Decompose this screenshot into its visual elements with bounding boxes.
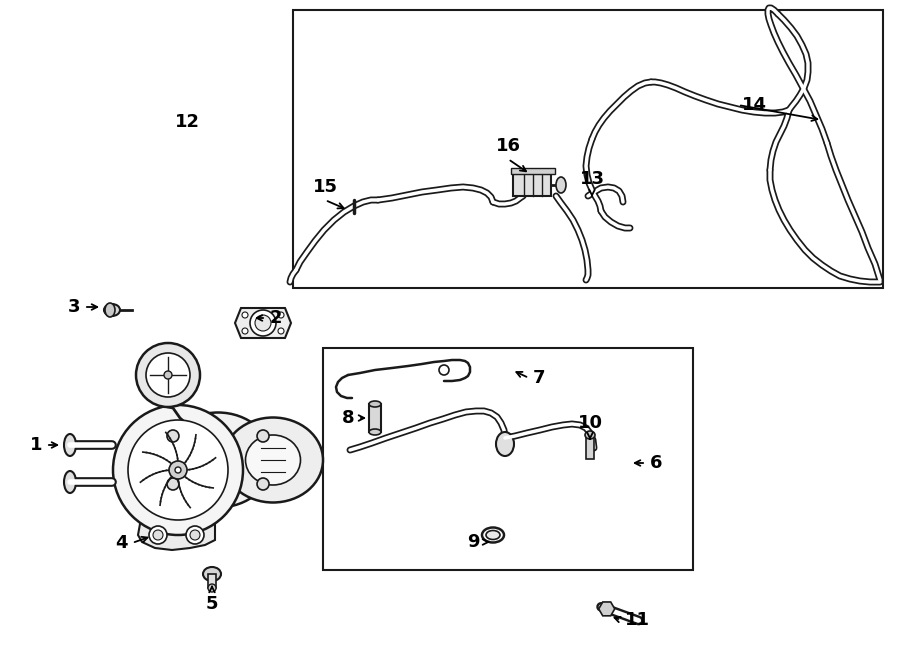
Text: 1: 1 <box>30 436 42 454</box>
Circle shape <box>278 328 284 334</box>
Bar <box>513 174 551 196</box>
Ellipse shape <box>496 432 514 456</box>
Circle shape <box>242 328 248 334</box>
Text: 15: 15 <box>312 178 338 196</box>
Text: 7: 7 <box>533 369 545 387</box>
Text: 12: 12 <box>175 113 200 131</box>
Text: 10: 10 <box>578 414 602 432</box>
Circle shape <box>242 312 248 318</box>
Circle shape <box>278 312 284 318</box>
Bar <box>323 348 693 570</box>
Circle shape <box>208 584 216 592</box>
Ellipse shape <box>369 401 381 407</box>
Circle shape <box>190 530 200 540</box>
Ellipse shape <box>223 418 323 502</box>
Circle shape <box>250 310 276 336</box>
Ellipse shape <box>369 429 381 435</box>
Circle shape <box>257 478 269 490</box>
Ellipse shape <box>64 434 76 456</box>
Circle shape <box>255 315 271 331</box>
Circle shape <box>113 405 243 535</box>
Text: 8: 8 <box>341 409 354 427</box>
Ellipse shape <box>246 435 301 485</box>
Circle shape <box>146 353 190 397</box>
Circle shape <box>186 526 204 544</box>
Bar <box>208 574 216 588</box>
Ellipse shape <box>104 304 120 316</box>
Text: 9: 9 <box>467 533 480 551</box>
Circle shape <box>167 430 179 442</box>
Circle shape <box>136 343 200 407</box>
Polygon shape <box>138 510 215 550</box>
Circle shape <box>128 420 228 520</box>
Text: 11: 11 <box>625 611 650 629</box>
Bar <box>369 404 381 432</box>
Polygon shape <box>235 308 291 338</box>
Ellipse shape <box>486 530 500 540</box>
Ellipse shape <box>482 528 504 542</box>
Ellipse shape <box>203 567 221 581</box>
Bar <box>293 10 883 288</box>
Circle shape <box>439 365 449 375</box>
Text: 3: 3 <box>68 298 80 316</box>
Text: 14: 14 <box>742 96 767 114</box>
Text: 16: 16 <box>496 137 520 155</box>
Ellipse shape <box>556 177 566 193</box>
Bar <box>511 168 555 174</box>
Text: 6: 6 <box>650 454 662 472</box>
Bar <box>586 435 594 459</box>
Circle shape <box>153 530 163 540</box>
Text: 2: 2 <box>270 309 283 327</box>
Ellipse shape <box>163 412 273 508</box>
Circle shape <box>164 371 172 379</box>
Text: 5: 5 <box>206 595 219 613</box>
Circle shape <box>167 478 179 490</box>
Circle shape <box>257 430 269 442</box>
Circle shape <box>175 467 181 473</box>
Ellipse shape <box>105 303 115 317</box>
Circle shape <box>169 461 187 479</box>
Ellipse shape <box>64 471 76 493</box>
Circle shape <box>149 526 167 544</box>
Text: 13: 13 <box>580 170 605 188</box>
Text: 4: 4 <box>115 534 128 552</box>
Ellipse shape <box>585 431 595 439</box>
